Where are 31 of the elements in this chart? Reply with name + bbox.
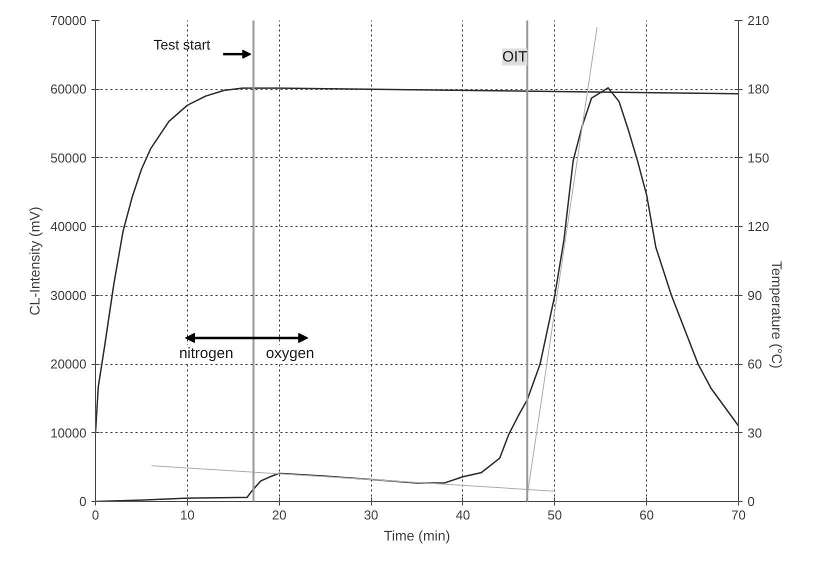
x-tick-label: 0 [92,508,100,522]
y-tick-label: 20000 [50,356,87,372]
annotation: nitrogen [179,345,234,362]
y2-tick-label: 90 [748,288,762,303]
x-tick-label: 60 [639,508,654,522]
y2-tick-label: 0 [748,494,755,509]
y-tick-label: 50000 [50,150,87,166]
y-tick-label: 10000 [50,425,87,440]
y2-tick-label: 210 [748,13,770,28]
x-axis-title: Time (min) [384,528,450,544]
y2-tick-label: 60 [748,356,762,372]
y-tick-label: 40000 [50,219,87,234]
x-tick-label: 10 [180,508,195,522]
x-tick-label: 30 [364,508,378,522]
y2-tick-label: 180 [748,82,770,97]
annotation: oxygen [266,345,314,362]
y-axis-title: CL-Intensity (mV) [26,206,42,316]
y2-tick-label: 30 [748,425,762,440]
y-tick-label: 60000 [50,82,87,97]
x-tick-label: 50 [548,508,562,522]
x-tick-label: 70 [731,508,746,522]
y-tick-label: 0 [79,494,87,509]
ref-line-label: OIT [502,48,528,66]
x-tick-label: 20 [272,508,286,522]
y2-axis-title: Temperature (°C) [769,261,786,369]
y2-tick-label: 120 [748,219,770,234]
x-tick-label: 40 [456,508,470,522]
y-tick-label: 70000 [50,13,87,28]
ref-line-label: Test start [153,36,210,52]
y-tick-label: 30000 [50,288,87,303]
y2-tick-label: 150 [748,150,770,166]
